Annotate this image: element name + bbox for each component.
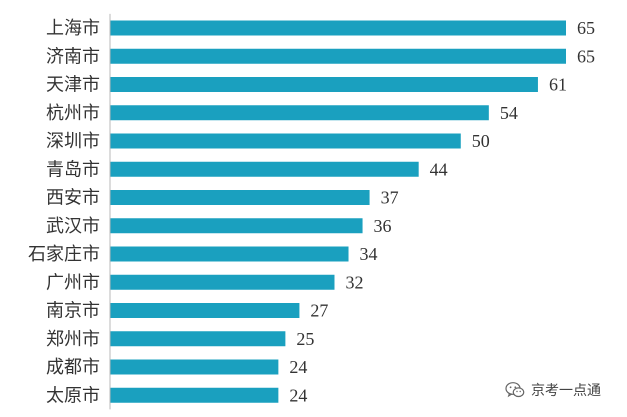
value-label: 61 xyxy=(549,75,567,95)
category-label: 天津市 xyxy=(46,75,100,96)
value-label: 36 xyxy=(374,216,392,236)
wechat-icon xyxy=(505,382,525,398)
bar xyxy=(110,77,538,92)
bar xyxy=(110,161,419,177)
category-labels-group: 上海市济南市天津市杭州市深圳市青岛市西安市武汉市石家庄市广州市南京市郑州市成都市… xyxy=(28,18,100,406)
category-label: 石家庄市 xyxy=(28,244,100,265)
bar xyxy=(110,246,349,262)
category-label: 上海市 xyxy=(46,18,100,39)
value-label: 34 xyxy=(360,244,378,264)
bar xyxy=(110,359,279,375)
value-label: 24 xyxy=(289,385,307,405)
value-label: 24 xyxy=(289,357,307,377)
category-label: 杭州市 xyxy=(46,103,100,124)
value-label: 54 xyxy=(500,103,518,123)
category-label: 成都市 xyxy=(46,357,100,378)
category-label: 广州市 xyxy=(46,272,100,293)
value-label: 37 xyxy=(381,188,399,208)
value-label: 32 xyxy=(345,272,363,292)
category-label: 南京市 xyxy=(46,301,100,322)
watermark-text: 京考一点通 xyxy=(531,383,601,399)
bar xyxy=(110,387,279,403)
category-label: 西安市 xyxy=(46,188,100,209)
category-label: 太原市 xyxy=(46,385,100,406)
value-label: 44 xyxy=(430,159,448,179)
value-label: 65 xyxy=(577,46,595,66)
category-label: 深圳市 xyxy=(46,131,100,152)
bar xyxy=(110,303,300,318)
category-label: 武汉市 xyxy=(46,216,100,237)
value-labels-group: 65 65 61 54 50 44 37 36 34 32 27 25 24 24 xyxy=(289,18,595,405)
bar xyxy=(110,105,489,121)
value-label: 65 xyxy=(577,18,595,38)
bars-group xyxy=(110,20,566,403)
value-label: 25 xyxy=(296,329,314,349)
watermark: 京考一点通 xyxy=(505,378,601,402)
bar xyxy=(110,48,566,64)
bar xyxy=(110,218,363,234)
bar xyxy=(110,274,335,290)
value-label: 27 xyxy=(310,301,328,321)
bar xyxy=(110,20,566,36)
category-label: 济南市 xyxy=(46,46,100,67)
bar xyxy=(110,331,286,347)
value-label: 50 xyxy=(472,131,490,151)
bar xyxy=(110,190,370,205)
category-label: 郑州市 xyxy=(46,329,100,350)
category-label: 青岛市 xyxy=(46,159,100,180)
bar xyxy=(110,133,461,149)
